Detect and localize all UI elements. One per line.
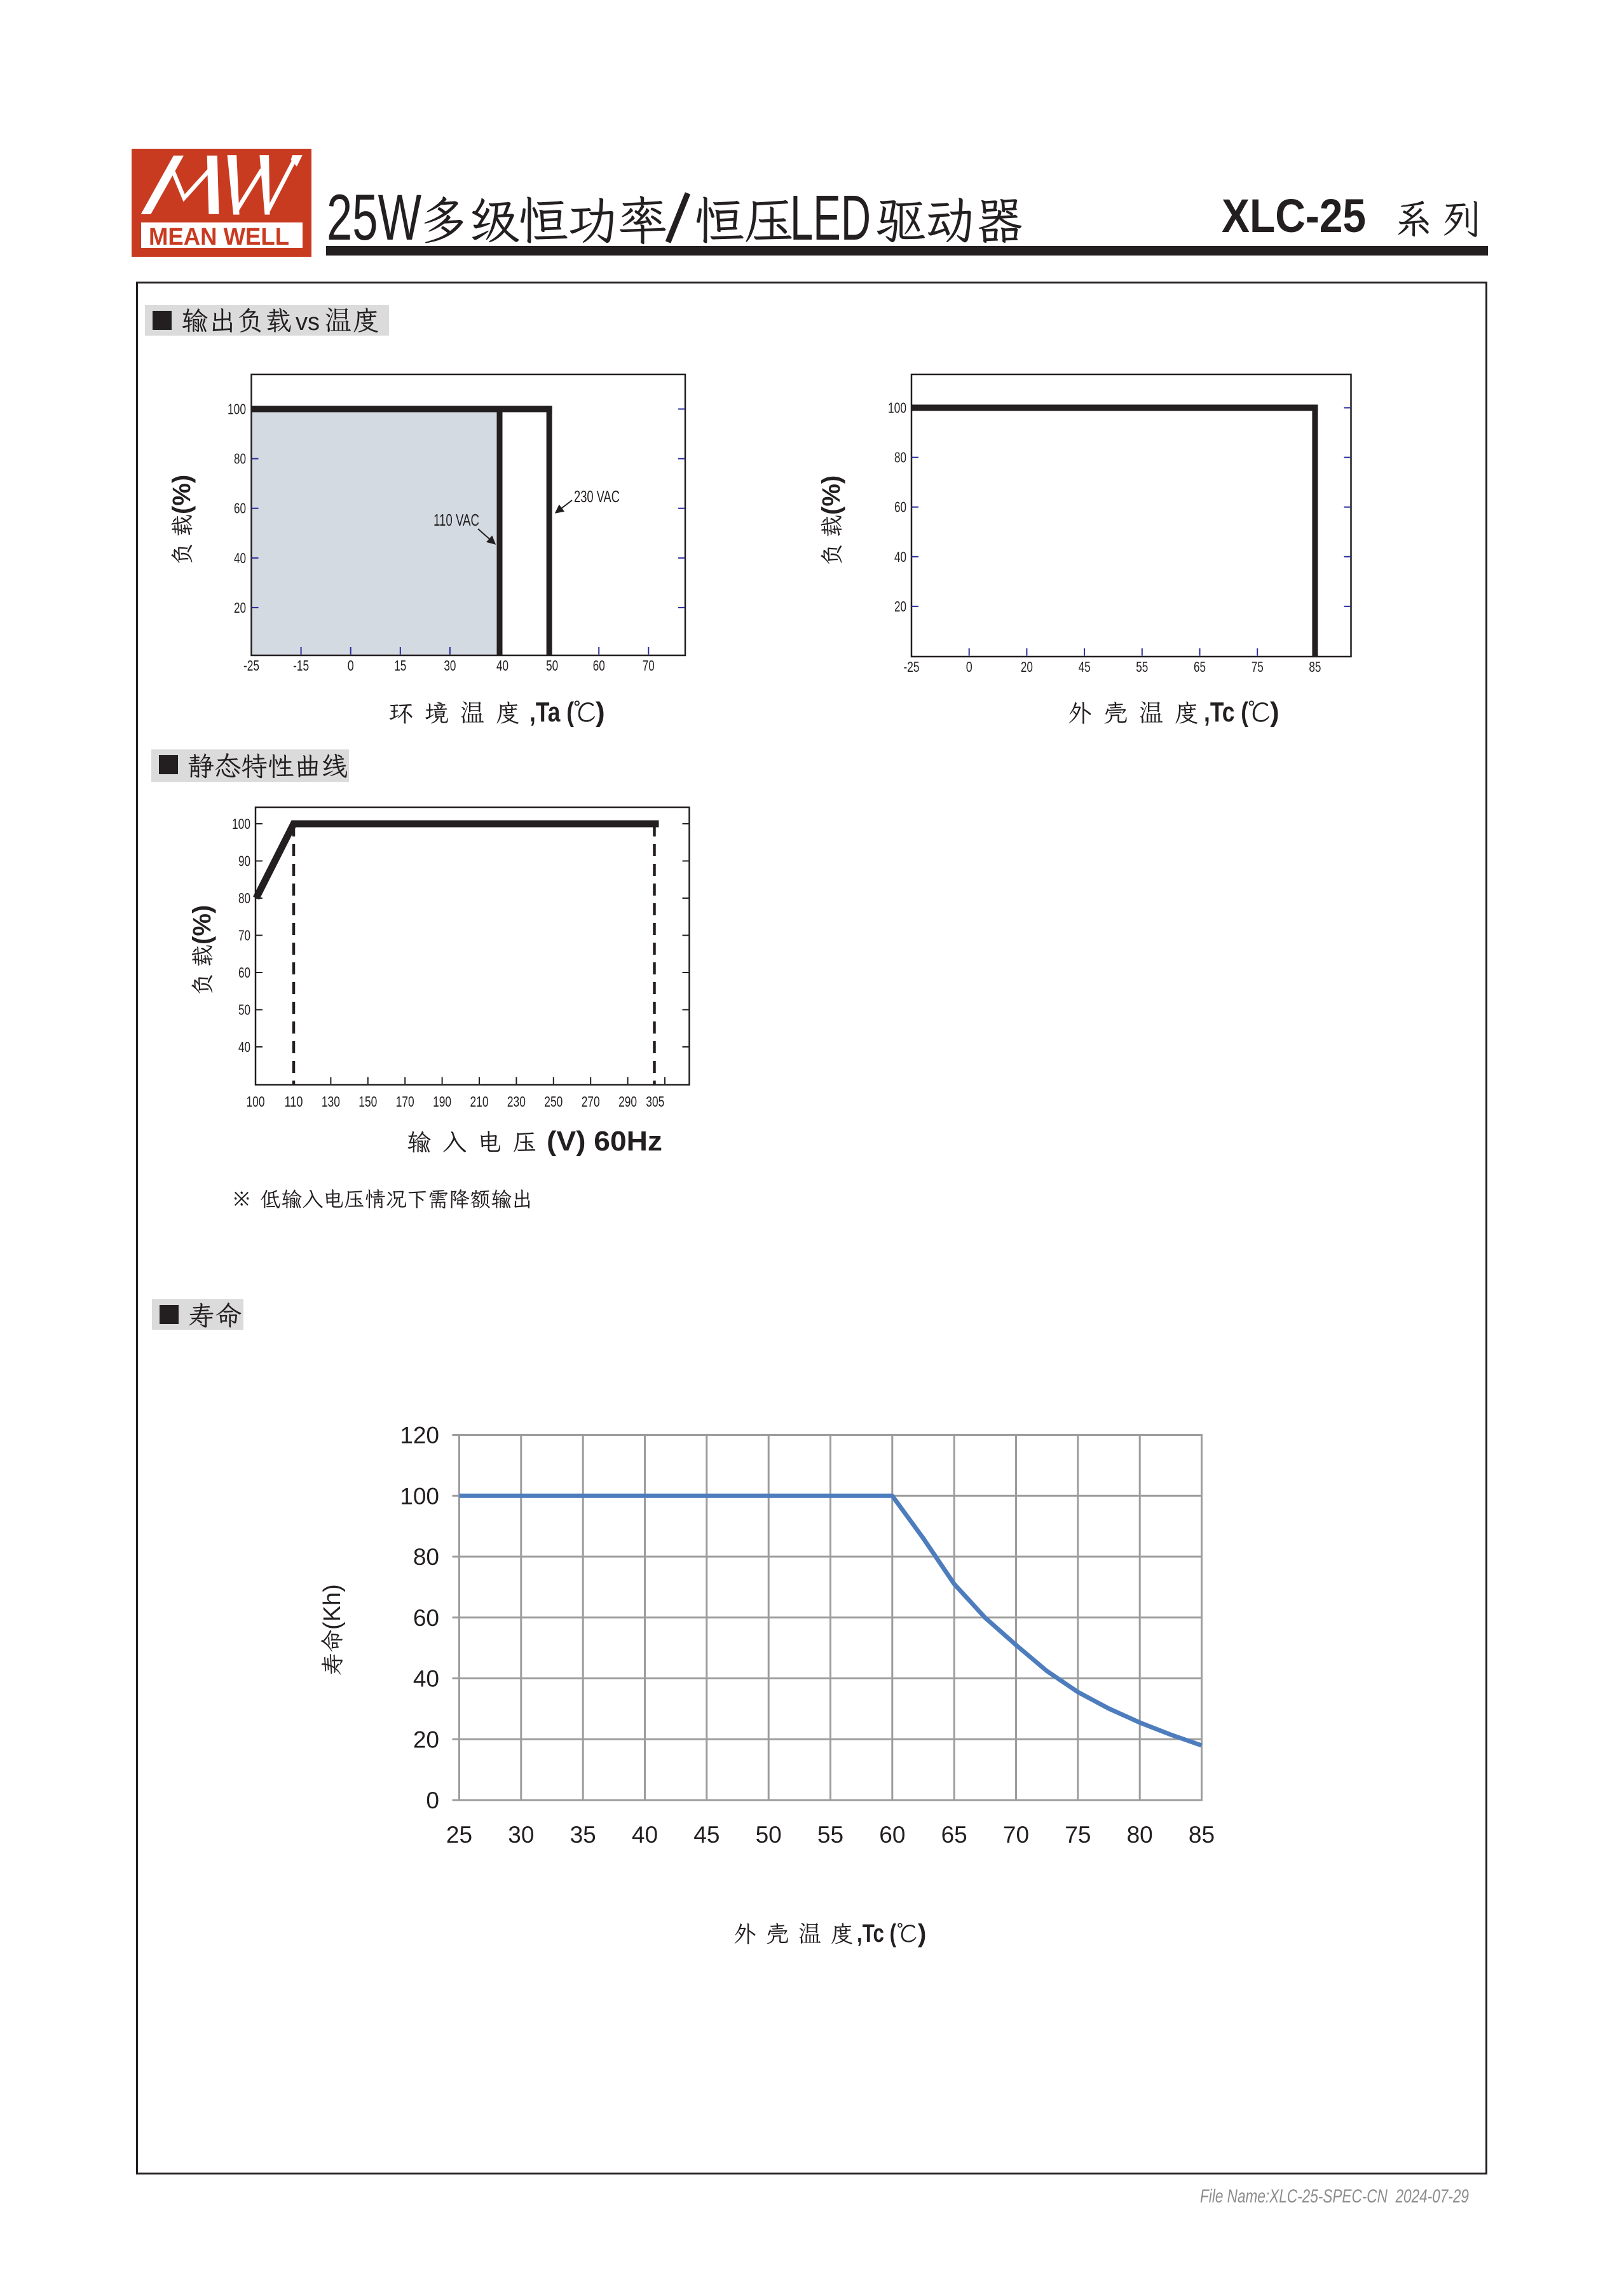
svg-text:40: 40 <box>632 1822 658 1848</box>
svg-text:(Kh): (Kh) <box>319 1584 346 1630</box>
svg-text:65: 65 <box>1194 659 1206 675</box>
svg-text:75: 75 <box>1065 1822 1091 1848</box>
svg-text:45: 45 <box>693 1822 720 1848</box>
svg-text:): ) <box>596 697 605 728</box>
svg-text:80: 80 <box>234 451 246 467</box>
svg-text:190: 190 <box>433 1093 451 1110</box>
svg-text:230 VAC: 230 VAC <box>574 487 620 506</box>
svg-text:60: 60 <box>593 657 605 674</box>
svg-text:): ) <box>918 1920 926 1948</box>
svg-text:20: 20 <box>1021 659 1033 675</box>
svg-text:50: 50 <box>756 1822 782 1848</box>
svg-text:110 VAC: 110 VAC <box>433 510 479 529</box>
svg-text:60: 60 <box>238 964 250 981</box>
svg-text:210: 210 <box>470 1093 489 1110</box>
svg-text:(V) 60Hz: (V) 60Hz <box>547 1126 662 1157</box>
svg-text:40: 40 <box>496 657 508 674</box>
svg-text:,Tc (: ,Tc ( <box>1204 697 1248 728</box>
svg-text:55: 55 <box>817 1822 843 1848</box>
svg-text:90: 90 <box>238 853 250 870</box>
svg-text:(%): (%) <box>188 905 216 945</box>
svg-text:100: 100 <box>888 400 906 416</box>
svg-text:65: 65 <box>941 1822 967 1848</box>
svg-text:60: 60 <box>413 1605 439 1631</box>
svg-text:MEAN WELL: MEAN WELL <box>149 224 289 250</box>
svg-text:75: 75 <box>1252 659 1264 675</box>
svg-text:25W: 25W <box>327 181 421 254</box>
svg-text:60: 60 <box>894 499 906 515</box>
svg-text:): ) <box>1270 697 1279 728</box>
svg-text:110: 110 <box>285 1093 303 1110</box>
svg-text:50: 50 <box>238 1002 250 1018</box>
svg-text:85: 85 <box>1189 1822 1215 1848</box>
svg-text:,Tc (: ,Tc ( <box>857 1920 897 1948</box>
svg-text:100: 100 <box>247 1093 265 1110</box>
svg-text:130: 130 <box>322 1093 340 1110</box>
svg-text:60: 60 <box>234 500 246 517</box>
svg-text:-15: -15 <box>293 657 309 674</box>
svg-text:150: 150 <box>358 1093 377 1110</box>
svg-text:XLC-25: XLC-25 <box>1222 189 1366 242</box>
svg-text:File Name:XLC-25-SPEC-CN 2024: File Name:XLC-25-SPEC-CN 2024-07-29 <box>1200 2186 1469 2207</box>
svg-text:50: 50 <box>546 657 558 674</box>
svg-text:15: 15 <box>394 657 406 674</box>
svg-text:30: 30 <box>444 657 456 674</box>
svg-text:-25: -25 <box>904 659 920 675</box>
svg-text:(%): (%) <box>817 475 845 515</box>
svg-text:80: 80 <box>894 449 906 466</box>
svg-text:35: 35 <box>570 1822 596 1848</box>
svg-text:0: 0 <box>426 1787 439 1813</box>
svg-text:305: 305 <box>646 1093 664 1110</box>
svg-text:100: 100 <box>400 1483 439 1509</box>
svg-text:40: 40 <box>238 1039 250 1055</box>
svg-text:100: 100 <box>232 816 250 832</box>
svg-text:70: 70 <box>1003 1822 1029 1848</box>
svg-text:70: 70 <box>238 927 250 944</box>
svg-text:20: 20 <box>413 1726 439 1752</box>
svg-text:40: 40 <box>894 549 906 565</box>
svg-text:70: 70 <box>643 657 655 674</box>
svg-text:170: 170 <box>396 1093 414 1110</box>
svg-text:60: 60 <box>879 1822 905 1848</box>
svg-text:270: 270 <box>582 1093 600 1110</box>
svg-text:120: 120 <box>400 1423 439 1449</box>
svg-text:,Ta (: ,Ta ( <box>529 697 574 728</box>
svg-text:20: 20 <box>234 599 246 616</box>
svg-text:(%): (%) <box>168 475 196 514</box>
svg-text:55: 55 <box>1136 659 1148 675</box>
svg-text:40: 40 <box>234 550 246 566</box>
svg-text:290: 290 <box>618 1093 637 1110</box>
svg-text:20: 20 <box>894 598 906 615</box>
svg-text:100: 100 <box>228 401 246 418</box>
svg-text:80: 80 <box>1127 1822 1153 1848</box>
svg-text:0: 0 <box>966 659 972 675</box>
svg-text:250: 250 <box>544 1093 563 1110</box>
svg-text:80: 80 <box>238 890 250 906</box>
svg-text:85: 85 <box>1309 659 1321 675</box>
svg-text:45: 45 <box>1079 659 1091 675</box>
svg-text:25: 25 <box>446 1822 472 1848</box>
svg-text:LED: LED <box>790 182 871 254</box>
svg-text:30: 30 <box>508 1822 534 1848</box>
svg-text:80: 80 <box>413 1544 439 1570</box>
svg-text:vs: vs <box>296 309 320 336</box>
svg-text:0: 0 <box>348 657 354 674</box>
svg-text:-25: -25 <box>243 657 259 674</box>
svg-text:230: 230 <box>507 1093 526 1110</box>
svg-text:40: 40 <box>413 1666 439 1692</box>
